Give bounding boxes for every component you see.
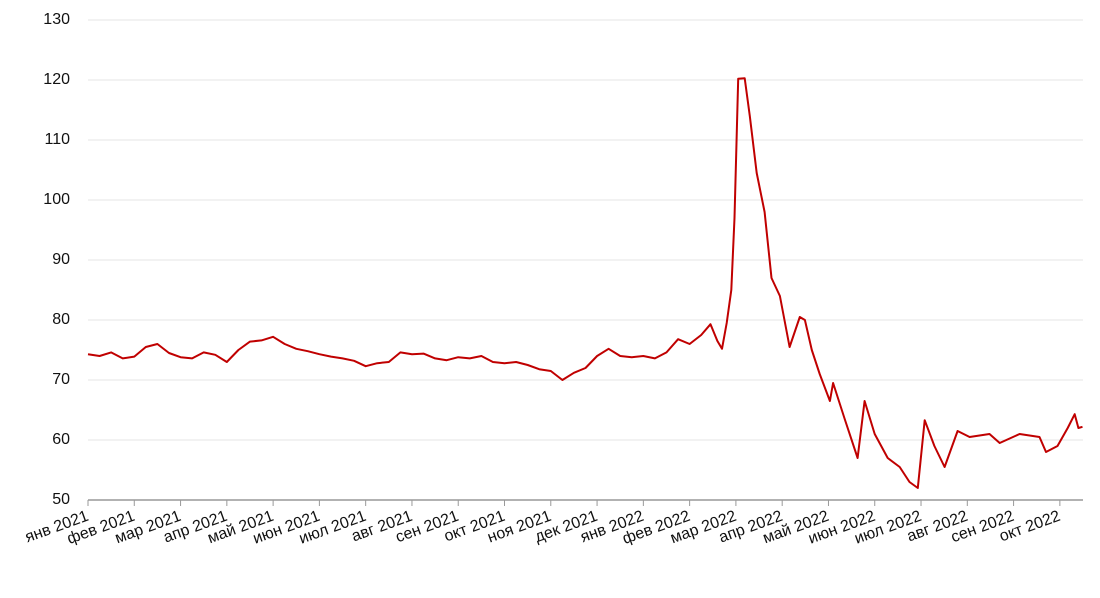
y-tick-label: 130 [43, 11, 70, 28]
series-line [87, 77, 1083, 489]
y-tick-label: 120 [43, 71, 70, 88]
y-tick-label: 90 [52, 251, 70, 268]
y-tick-label: 70 [52, 371, 70, 388]
y-tick-label: 50 [52, 491, 70, 508]
y-tick-label: 110 [44, 131, 70, 148]
y-tick-label: 80 [52, 311, 70, 328]
y-tick-label: 100 [43, 191, 70, 208]
y-tick-label: 60 [52, 431, 70, 448]
